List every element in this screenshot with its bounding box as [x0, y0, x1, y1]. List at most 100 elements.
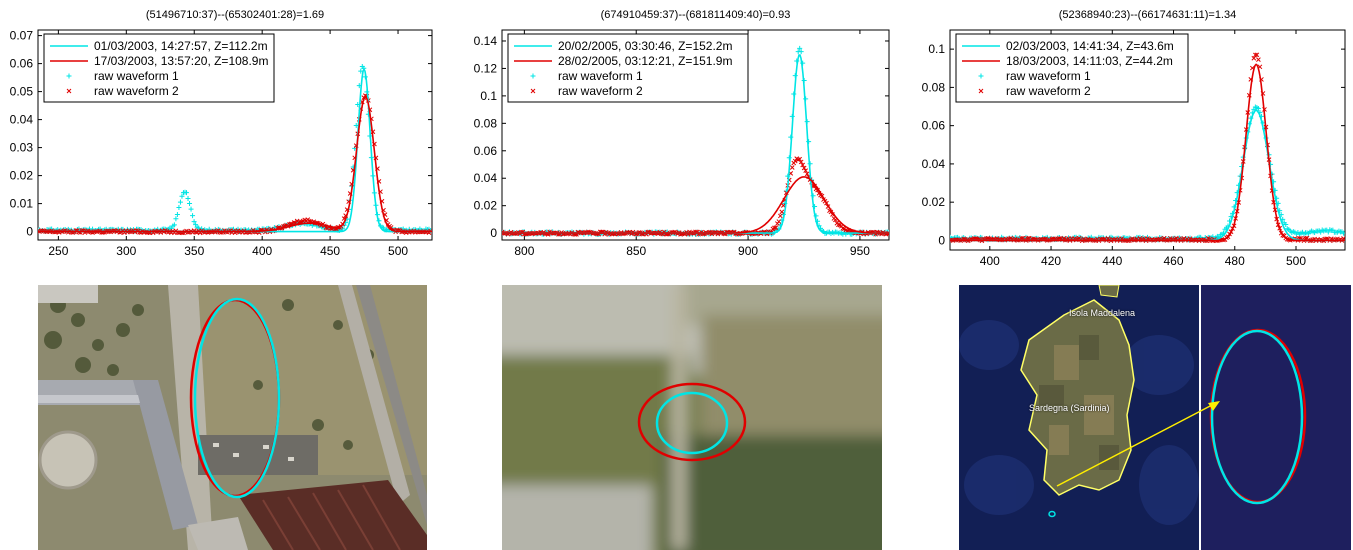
x-tick-label: 400	[252, 244, 272, 258]
x-tick-label: 350	[184, 244, 204, 258]
chart-1: (51496710:37)--(65302401:28)=1.69 250 300 3…	[10, 9, 433, 258]
footprint-ellipse-2	[189, 298, 281, 498]
x-tick-label: 800	[514, 244, 534, 258]
footprint-ellipse-1	[193, 297, 281, 499]
footprint-overlay-1	[189, 297, 281, 499]
chart-2: (674910459:37)--(681811409:40)=0.93 800 85…	[474, 9, 890, 258]
y-tick-label: 0	[26, 225, 33, 239]
x-tick-label: 300	[116, 244, 136, 258]
data-point	[1255, 105, 1261, 111]
data-point	[190, 213, 196, 219]
series-line-2	[502, 176, 889, 234]
aerial-image-2-graphic	[502, 285, 882, 550]
plot-frame	[949, 29, 1346, 251]
y-tick-label: 0.02	[10, 169, 34, 183]
legend-label: 17/03/2003, 13:57:20, Z=108.9m	[94, 54, 268, 68]
data-point	[176, 204, 182, 210]
y-tick-label: 0.07	[10, 29, 34, 43]
legend-marker	[66, 73, 72, 79]
data-point	[886, 231, 889, 236]
data-point	[773, 225, 779, 230]
legend-label: raw waveform 1	[94, 69, 179, 83]
x-tick-label: 500	[1286, 254, 1306, 268]
y-tick-label: 0.04	[10, 113, 34, 127]
x-tick-label: 900	[738, 244, 758, 258]
chart-title: (51496710:37)--(65302401:28)=1.69	[146, 9, 324, 21]
x-tick-label: 450	[320, 244, 340, 258]
plot-frame	[501, 29, 890, 241]
footprint-ellipse-2	[637, 382, 747, 462]
x-tick-label: 460	[1164, 254, 1184, 268]
x-tick-label: 250	[48, 244, 68, 258]
aerial-image-1-graphic	[38, 285, 427, 550]
legend-marker	[530, 73, 536, 79]
map-label-sardegna: Sardegna (Sardinia)	[1029, 403, 1110, 413]
plot-frame	[37, 29, 433, 241]
x-tick-label: 420	[1041, 254, 1061, 268]
data-point	[1019, 235, 1024, 241]
data-point	[191, 219, 197, 225]
data-point	[800, 162, 806, 168]
aerial-image-1	[38, 285, 427, 550]
y-tick-label: 0.02	[474, 199, 498, 213]
x-tick-label: 850	[626, 244, 646, 258]
y-tick-label: 0.08	[922, 80, 946, 94]
series-line-2	[950, 63, 1345, 242]
legend-label: 02/03/2003, 14:41:34, Z=43.6m	[1006, 39, 1174, 53]
y-tick-label: 0.06	[474, 144, 498, 158]
y-tick-label: 0.14	[474, 34, 498, 48]
data-point	[1340, 230, 1345, 236]
legend-label: 20/02/2005, 03:30:46, Z=152.2m	[558, 39, 732, 53]
x-tick-label: 950	[850, 244, 870, 258]
plot-area	[38, 64, 432, 236]
legend: 01/03/2003, 14:27:57, Z=112.2m17/03/2003…	[43, 33, 275, 103]
zoom-inset-graphic	[1201, 285, 1351, 550]
footprint-overlay-2	[637, 382, 747, 462]
legend-label: 01/03/2003, 14:27:57, Z=112.2m	[94, 39, 268, 53]
data-point	[196, 225, 202, 231]
x-tick-label: 500	[388, 244, 408, 258]
data-point	[1253, 52, 1258, 58]
legend-label: raw waveform 2	[558, 84, 643, 98]
data-point	[173, 216, 179, 222]
data-point	[174, 211, 180, 217]
data-point	[777, 213, 783, 219]
chart-title: (674910459:37)--(681811409:40)=0.93	[601, 9, 791, 21]
data-point	[798, 49, 804, 55]
x-tick-label: 400	[980, 254, 1000, 268]
footprint-ellipse-1	[655, 391, 729, 455]
legend: 02/03/2003, 14:41:34, Z=43.6m18/03/2003,…	[955, 33, 1189, 103]
waveform-charts: (51496710:37)--(65302401:28)=1.69 250 300 3…	[10, 9, 1346, 268]
y-tick-label: 0.06	[922, 119, 946, 133]
legend-label: raw waveform 2	[94, 84, 179, 98]
y-tick-label: 0	[490, 226, 497, 240]
chart-title: (52368940:23)--(66174631:11)=1.34	[1059, 9, 1236, 21]
y-tick-label: 0	[938, 233, 945, 247]
zoom-inset	[1201, 285, 1351, 550]
legend-marker	[978, 73, 984, 79]
data-point	[803, 168, 808, 173]
series-line-2	[38, 96, 432, 233]
y-tick-label: 0.01	[10, 197, 34, 211]
data-point	[187, 201, 193, 207]
series-markers-4	[38, 93, 432, 236]
legend-label: raw waveform 1	[1006, 69, 1091, 83]
plot-area	[502, 45, 889, 237]
data-point	[804, 171, 810, 177]
chart-3: (52368940:23)--(66174631:11)=1.34 400 420 4…	[922, 9, 1346, 268]
data-point	[179, 193, 185, 199]
legend-marker	[978, 88, 984, 94]
y-tick-label: 0.1	[928, 42, 945, 56]
y-tick-label: 0.06	[10, 57, 34, 71]
legend-marker	[66, 88, 72, 94]
y-tick-label: 0.04	[474, 171, 498, 185]
legend-marker	[530, 88, 536, 94]
satellite-map: Isola Maddalena Sardegna (Sardinia)	[959, 285, 1199, 550]
data-point	[1256, 57, 1261, 62]
plot-area	[950, 52, 1345, 244]
y-tick-label: 0.05	[10, 85, 34, 99]
data-point	[801, 165, 807, 171]
legend-label: 28/02/2005, 03:12:21, Z=151.9m	[558, 54, 732, 68]
data-point	[772, 225, 777, 231]
aerial-image-2	[502, 285, 882, 550]
